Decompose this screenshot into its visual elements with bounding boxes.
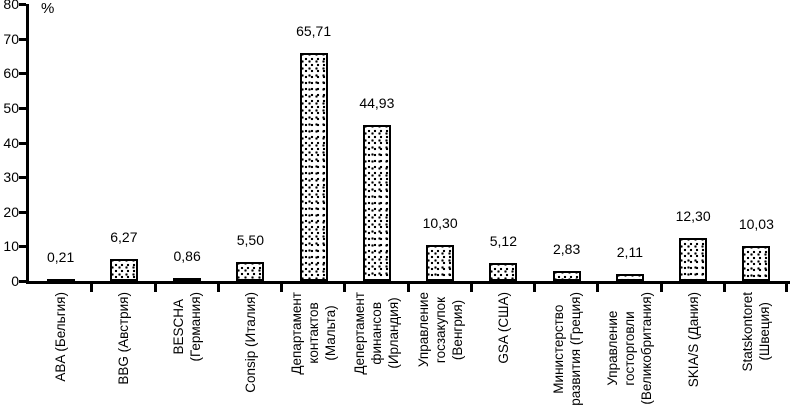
bar-value-label: 10,30 bbox=[422, 215, 458, 231]
bar-value-label: 10,03 bbox=[738, 216, 774, 232]
x-category-label: Депертамент финансов (Ирландия) bbox=[352, 292, 402, 375]
x-category-label: Министерство развития (Греция) bbox=[550, 292, 583, 406]
y-axis-tick-label: 70 bbox=[3, 30, 19, 47]
x-axis-tick bbox=[216, 284, 220, 292]
x-axis-tick bbox=[785, 284, 788, 292]
x-axis-line bbox=[26, 281, 790, 284]
y-axis-unit-label: % bbox=[41, 0, 55, 17]
bar bbox=[552, 271, 581, 281]
y-axis-tick bbox=[19, 141, 26, 145]
x-axis-tick bbox=[469, 284, 473, 292]
y-axis-tick bbox=[19, 245, 26, 249]
x-category-cell: GSA (США) bbox=[472, 292, 535, 412]
x-category-cell: Департамент контактов (Мальта) bbox=[282, 292, 345, 412]
bar bbox=[679, 238, 708, 281]
x-category-label: Управление госзакупок (Венгрия) bbox=[415, 292, 465, 368]
bar-value-label: 12,30 bbox=[675, 208, 711, 224]
x-axis-tick bbox=[90, 284, 94, 292]
x-axis-tick bbox=[153, 284, 157, 292]
x-category-cell: BESCHA (Германия) bbox=[156, 292, 219, 412]
x-category-label: GSA (США) bbox=[495, 292, 511, 364]
bar-value-label: 0,86 bbox=[173, 248, 201, 264]
x-category-cell: BBG (Австрия) bbox=[92, 292, 155, 412]
bar-value-label: 6,27 bbox=[110, 229, 138, 245]
x-axis-tick bbox=[533, 284, 536, 292]
bar-value-label: 2,11 bbox=[616, 244, 643, 260]
bar-value-label: 0,21 bbox=[47, 249, 75, 265]
y-axis-tick-label: 80 bbox=[3, 0, 19, 12]
bar bbox=[489, 263, 518, 281]
y-axis-tick bbox=[19, 176, 26, 180]
y-axis-tick-label: 30 bbox=[3, 169, 19, 186]
x-category-label: ABA (Бельгия) bbox=[53, 292, 69, 382]
x-category-label: Управление госторговли (Великобритания) bbox=[605, 292, 655, 405]
y-axis-tick bbox=[19, 280, 26, 283]
x-axis-tick bbox=[659, 284, 663, 292]
bar bbox=[236, 262, 265, 281]
x-category-cell: Управление госзакупок (Венгрия) bbox=[409, 292, 472, 412]
x-category-cell: Депертамент финансов (Ирландия) bbox=[345, 292, 408, 412]
x-category-label: Consip (Италия) bbox=[242, 292, 258, 393]
y-axis-tick-label: 20 bbox=[3, 203, 19, 220]
y-axis-tick bbox=[19, 3, 26, 6]
bar-value-label: 5,50 bbox=[236, 232, 264, 248]
bar-value-label: 5,12 bbox=[489, 233, 517, 249]
bar bbox=[109, 259, 138, 281]
y-axis-tick-label: 60 bbox=[3, 65, 19, 82]
x-axis-tick bbox=[343, 284, 347, 292]
bar bbox=[615, 274, 644, 281]
y-axis-line bbox=[26, 4, 29, 284]
y-axis-tick bbox=[19, 106, 26, 110]
y-axis-tick-label: 0 bbox=[11, 273, 19, 289]
bar-value-label: 2,83 bbox=[553, 241, 581, 257]
x-category-cell: SKIA/S (Дания) bbox=[662, 292, 725, 412]
x-axis-tick bbox=[406, 284, 410, 292]
bar-value-label: 65,71 bbox=[296, 23, 332, 39]
y-axis-tick bbox=[19, 210, 26, 214]
x-category-label: BESCHA (Германия) bbox=[171, 292, 204, 362]
bar bbox=[46, 279, 75, 281]
y-axis-tick-label: 50 bbox=[3, 99, 19, 116]
bar bbox=[173, 278, 202, 281]
x-category-cell: Statskontoret (Швеция) bbox=[725, 292, 788, 412]
bar bbox=[426, 245, 455, 281]
bar bbox=[362, 125, 391, 281]
y-axis-tick bbox=[19, 72, 26, 76]
y-axis-tick-label: 40 bbox=[3, 134, 19, 151]
bar bbox=[299, 53, 328, 281]
x-category-label: Statskontoret (Швеция) bbox=[740, 292, 773, 372]
x-category-label: SKIA/S (Дания) bbox=[685, 292, 701, 388]
x-axis-tick bbox=[722, 284, 726, 292]
y-axis-tick-label: 10 bbox=[3, 238, 19, 255]
x-category-cell: Управление госторговли (Великобритания) bbox=[598, 292, 661, 412]
x-category-label: BBG (Австрия) bbox=[116, 292, 132, 385]
x-category-cell: Министерство развития (Греция) bbox=[535, 292, 598, 412]
y-axis-tick bbox=[19, 37, 26, 41]
x-axis-tick bbox=[280, 284, 283, 292]
x-category-label: Департамент контактов (Мальта) bbox=[289, 292, 339, 375]
x-category-cell: Consip (Италия) bbox=[219, 292, 282, 412]
x-axis-tick bbox=[596, 284, 600, 292]
bar bbox=[742, 246, 771, 281]
bar-value-label: 44,93 bbox=[359, 95, 395, 111]
x-category-cell: ABA (Бельгия) bbox=[29, 292, 92, 412]
